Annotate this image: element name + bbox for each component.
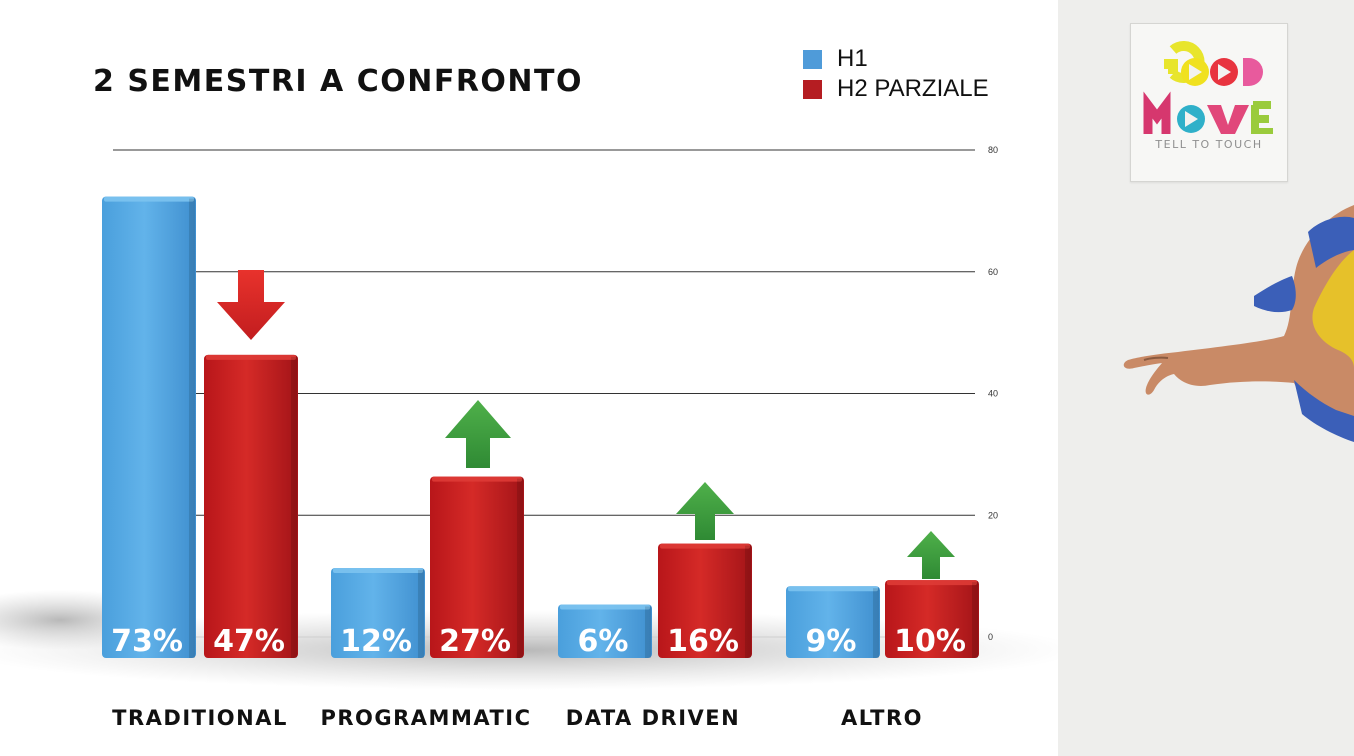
- data-label: 12%: [340, 624, 412, 659]
- bar-h1-traditional: [102, 196, 196, 659]
- legend-item-h2: H2 PARZIALE: [803, 74, 989, 104]
- side-panel: TELL TO TOUCH: [1058, 0, 1354, 756]
- bar-h2-parziale-altro: [885, 580, 979, 658]
- bar-h2-parziale-traditional: [204, 354, 298, 658]
- legend-item-h1: H1: [803, 44, 989, 74]
- data-label: 27%: [439, 624, 511, 659]
- category-label: TRADITIONAL: [112, 706, 288, 730]
- y-tick-0: 0: [988, 632, 993, 642]
- bars: 73% 47% 12% 27% 6% 16% 9% 10%: [102, 196, 979, 659]
- bar-h2-parziale-programmatic: [430, 476, 524, 658]
- legend: H1 H2 PARZIALE: [803, 44, 989, 104]
- y-tick-60: 60: [988, 267, 998, 277]
- bar-chart: 80 60 40 20 0 73% 47% 12% 27% 6% 16% 9% 10% TRADITI…: [0, 145, 1058, 730]
- y-tick-20: 20: [988, 510, 998, 520]
- legend-swatch-h1: [803, 49, 822, 69]
- legend-label-h2: H2 PARZIALE: [837, 75, 989, 102]
- bar-h1-programmatic: [331, 567, 425, 658]
- bar-h1-data-driven: [558, 604, 652, 658]
- data-label: 6%: [578, 624, 629, 659]
- arrow-up-icon: [907, 531, 955, 579]
- bar-h1-altro: [786, 586, 880, 658]
- y-tick-80: 80: [988, 145, 998, 155]
- category-label: PROGRAMMATIC: [320, 706, 531, 730]
- legend-swatch-h2: [803, 79, 822, 99]
- arrow-up-icon: [445, 400, 511, 468]
- good-move-logo-icon: [1143, 41, 1273, 136]
- brand-logo: TELL TO TOUCH: [1130, 23, 1288, 182]
- fresco-hand-illustration: [1123, 205, 1354, 442]
- y-tick-40: 40: [988, 389, 998, 399]
- bar-h2-parziale-data-driven: [658, 543, 752, 658]
- data-label: 73%: [111, 624, 183, 659]
- trend-arrows: [217, 270, 955, 579]
- arrow-down-icon: [217, 270, 285, 340]
- category-label: ALTRO: [841, 706, 923, 730]
- data-label: 10%: [894, 624, 966, 659]
- data-label: 9%: [806, 624, 857, 659]
- arrow-up-icon: [676, 482, 734, 540]
- category-label: DATA DRIVEN: [566, 706, 740, 730]
- data-label: 47%: [213, 624, 285, 659]
- chart-area: 2 SEMESTRI A CONFRONTO H1 H2 PARZIALE: [0, 44, 1058, 730]
- data-label: 16%: [667, 624, 739, 659]
- y-tick-labels: 80 60 40 20 0: [988, 145, 998, 642]
- logo-tagline: TELL TO TOUCH: [1155, 138, 1263, 151]
- category-labels: TRADITIONAL PROGRAMMATIC DATA DRIVEN ALTRO: [112, 706, 923, 730]
- legend-label-h1: H1: [837, 45, 868, 72]
- slide-title: 2 SEMESTRI A CONFRONTO: [93, 64, 584, 99]
